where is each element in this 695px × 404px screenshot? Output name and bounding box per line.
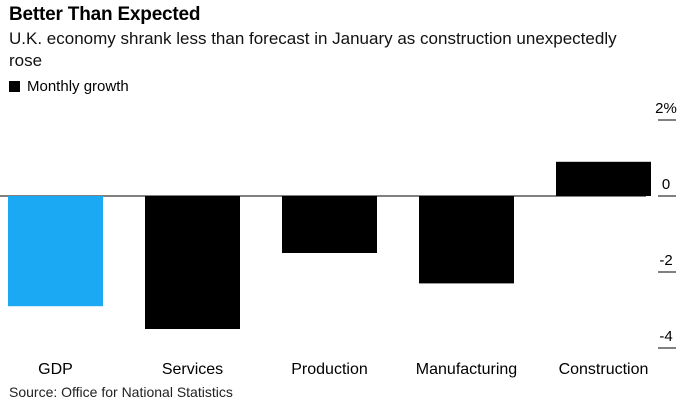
x-category-label: Production [291,361,368,378]
bar-production [282,196,377,253]
x-category-label: GDP [38,361,73,378]
y-tick-label: -4 [659,328,672,345]
x-category-label: Construction [559,361,649,378]
x-category-label: Manufacturing [416,361,517,378]
chart-title: Better Than Expected [9,4,201,25]
bar-services [145,196,240,329]
bar-construction [556,161,651,196]
x-category-label: Services [162,361,223,378]
legend-swatch [9,81,20,92]
source-note: Source: Office for National Statistics [9,384,233,400]
bar-manufacturing [419,196,514,284]
bar-gdp [8,196,103,307]
y-tick-label: 2% [655,100,677,117]
chart-legend: Monthly growth [9,78,129,95]
legend-label: Monthly growth [27,78,129,95]
y-tick-label: -2 [659,252,672,269]
y-tick-label: 0 [662,176,670,193]
chart-subtitle: U.K. economy shrank less than forecast i… [9,29,617,70]
